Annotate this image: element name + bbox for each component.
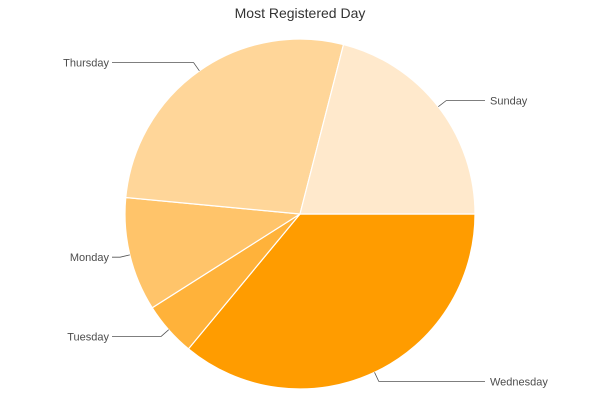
pie-slice-monday: [124, 196, 302, 309]
slice-label-tuesday: Tuesday: [67, 331, 109, 343]
pie-slices: [124, 38, 476, 390]
pie-slice-sunday: [299, 43, 476, 215]
slice-label-monday: Monday: [70, 252, 110, 264]
leader-line-tuesday: [112, 329, 169, 337]
leader-line-monday: [112, 254, 130, 258]
leader-lines: [112, 62, 485, 382]
slice-label-wednesday: Wednesday: [490, 376, 548, 388]
pie-slice-thursday: [125, 38, 345, 215]
slice-labels: Wednesday Tuesday Monday Thursday Sunday: [63, 58, 548, 389]
leader-line-wednesday: [374, 372, 485, 382]
slice-label-thursday: Thursday: [63, 58, 109, 70]
leader-line-thursday: [112, 62, 200, 72]
chart-title: Most Registered Day: [235, 5, 366, 21]
slice-label-sunday: Sunday: [490, 96, 528, 108]
leader-line-sunday: [438, 100, 485, 108]
